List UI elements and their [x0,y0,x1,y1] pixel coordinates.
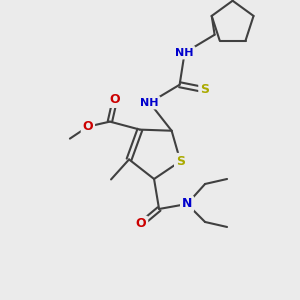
Text: O: O [110,93,120,106]
Text: O: O [136,218,146,230]
Text: NH: NH [140,98,159,108]
Text: S: S [200,83,209,96]
Text: N: N [182,197,192,211]
Text: NH: NH [176,48,194,58]
Text: S: S [176,155,185,168]
Text: O: O [82,120,93,133]
